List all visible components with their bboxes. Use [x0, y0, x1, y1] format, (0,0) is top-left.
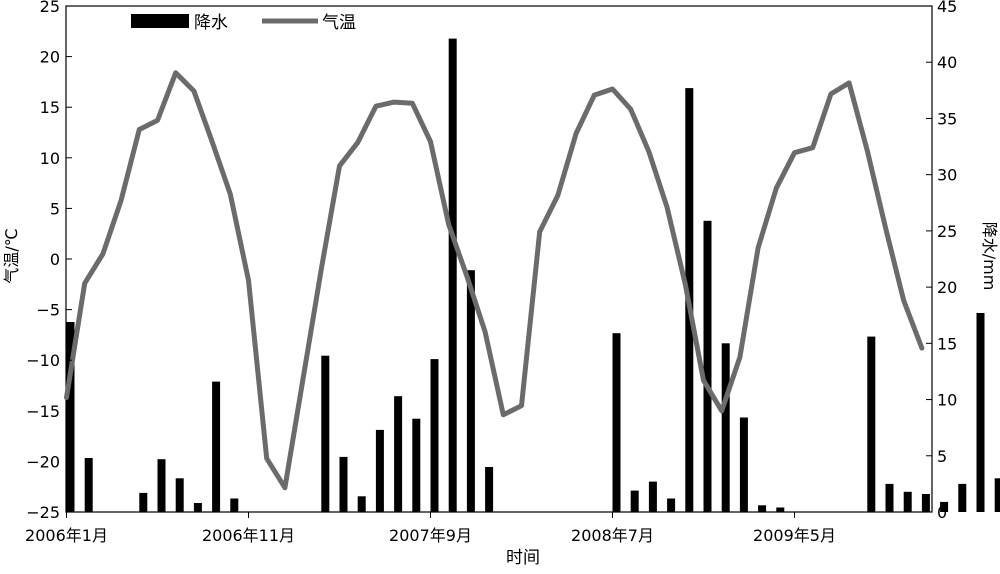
- temp-line: [67, 73, 922, 488]
- left-tick-label: 10: [40, 149, 60, 168]
- x-tick-label: 2008年7月: [571, 526, 654, 545]
- legend-precip-swatch: [131, 14, 189, 28]
- x-axis: 2006年1月 2006年11月 2007年9月 2008年7月 2009年5月: [25, 512, 836, 545]
- precip-bar: [194, 503, 202, 512]
- precip-bar: [977, 313, 985, 512]
- precip-bar: [613, 333, 621, 512]
- left-tick-label: 0: [50, 250, 60, 269]
- left-tick-label: −10: [26, 351, 60, 370]
- precip-bar: [321, 356, 329, 512]
- left-tick-label: −15: [26, 402, 60, 421]
- precip-bar: [467, 270, 475, 512]
- right-axis-title: 降水/mm: [980, 222, 999, 291]
- precip-bar: [886, 484, 894, 512]
- precip-bar: [722, 343, 730, 512]
- x-tick-label: 2006年11月: [202, 526, 295, 545]
- left-tick-label: −20: [26, 452, 60, 471]
- right-tick-label: 25: [937, 222, 957, 241]
- left-tick-label: 15: [40, 98, 60, 117]
- plot-area: [66, 6, 932, 512]
- precip-bar: [485, 467, 493, 512]
- right-tick-label: 35: [937, 109, 957, 128]
- left-tick-label: 25: [40, 0, 60, 16]
- precip-bar: [230, 499, 238, 513]
- precip-bar: [704, 221, 712, 512]
- precip-bar: [176, 478, 184, 512]
- precip-bar: [85, 458, 93, 512]
- right-tick-label: 45: [937, 0, 957, 16]
- right-tick-label: 5: [937, 447, 947, 466]
- temp-line-layer: [67, 73, 922, 488]
- precip-bar: [740, 418, 748, 513]
- precip-bar: [394, 396, 402, 512]
- precip-bar: [158, 459, 166, 512]
- precip-bar: [212, 382, 220, 512]
- precip-bar: [995, 478, 1000, 512]
- left-tick-label: 5: [50, 199, 60, 218]
- left-tick-label: 20: [40, 48, 60, 67]
- left-tick-label: −25: [26, 503, 60, 522]
- legend: 降水 气温: [131, 13, 356, 33]
- precip-bar: [376, 430, 384, 512]
- x-tick-label: 2006年1月: [25, 526, 108, 545]
- precip-bar: [958, 484, 966, 512]
- right-tick-label: 15: [937, 334, 957, 353]
- precip-bar: [412, 419, 420, 512]
- precip-bar: [758, 505, 766, 512]
- precip-bar: [904, 492, 912, 512]
- precip-bar: [340, 457, 348, 512]
- right-tick-label: 0: [937, 503, 947, 522]
- precip-bar: [922, 494, 930, 512]
- legend-temp-label: 气温: [322, 13, 356, 33]
- precip-bar: [649, 482, 657, 512]
- right-tick-label: 30: [937, 166, 957, 185]
- precip-bar: [631, 491, 639, 512]
- precip-bar: [867, 337, 875, 512]
- precip-bar: [776, 508, 784, 513]
- right-tick-label: 10: [937, 391, 957, 410]
- precip-bar: [667, 499, 675, 513]
- left-axis-title: 气温/℃: [2, 228, 21, 283]
- x-tick-label: 2007年9月: [389, 526, 472, 545]
- right-tick-label: 20: [937, 278, 957, 297]
- left-axis: 25 20 15 10 5 0 −5 −10 −15 −20 −25: [26, 0, 72, 522]
- precip-bar: [358, 496, 366, 512]
- x-axis-title: 时间: [506, 548, 540, 568]
- precip-bar: [449, 39, 457, 512]
- left-tick-label: −5: [36, 301, 60, 320]
- precip-bar: [431, 359, 439, 512]
- precip-bar: [139, 493, 147, 512]
- x-tick-label: 2009年5月: [753, 526, 836, 545]
- right-tick-label: 40: [937, 53, 957, 72]
- legend-precip-label: 降水: [194, 13, 228, 33]
- plot-frame: [66, 6, 932, 512]
- right-axis: 45 40 35 30 25 20 15 10 5 0: [926, 0, 957, 522]
